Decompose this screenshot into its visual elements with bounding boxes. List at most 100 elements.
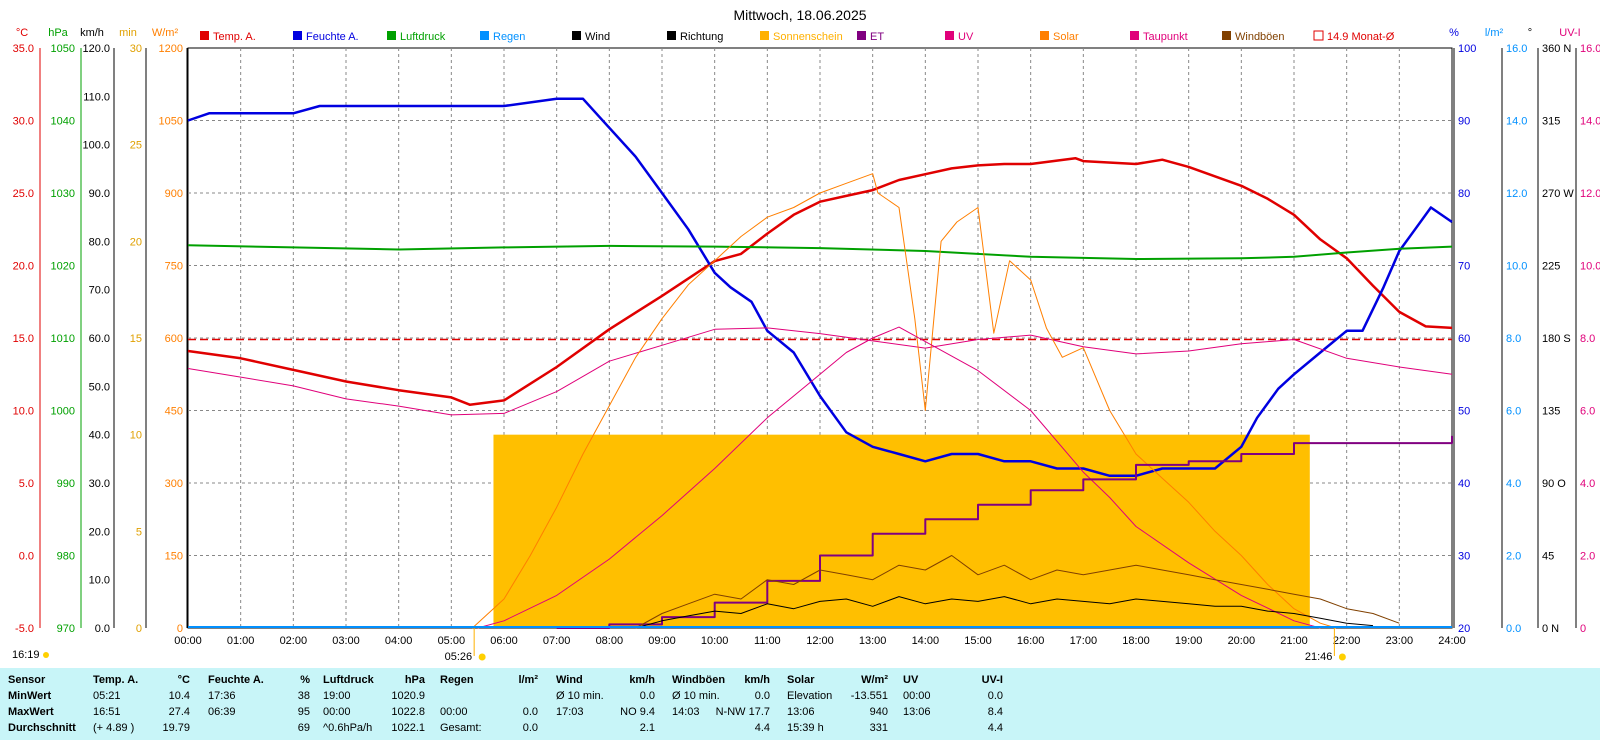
x-tick-label: 00:00 xyxy=(174,635,202,647)
y-tick-label-left: 50.0 xyxy=(89,381,110,393)
y-tick-label-right: 30 xyxy=(1458,551,1470,563)
sunrise-label: 05:26 xyxy=(445,651,473,663)
series-line xyxy=(477,326,1321,629)
y-tick-label-left: 1040 xyxy=(51,116,75,128)
series-line xyxy=(187,327,1453,416)
y-tick-label-right: 90 xyxy=(1458,116,1470,128)
axis-unit-left: °C xyxy=(16,27,28,39)
stats-cell: ^0.6hPa/h xyxy=(323,722,373,734)
stats-cell: 17:03 xyxy=(556,706,584,718)
x-tick-label: 18:00 xyxy=(1122,635,1150,647)
stats-cell: 2.1 xyxy=(639,722,655,734)
stats-cell: 0.0 xyxy=(522,722,538,734)
stats-header: UV xyxy=(903,674,919,686)
series-line xyxy=(187,97,1453,478)
stats-cell: 17:36 xyxy=(208,690,236,702)
stats-cell: 95 xyxy=(297,706,310,718)
legend-label: ET xyxy=(870,31,884,43)
y-tick-label-left: 1010 xyxy=(51,333,75,345)
chart-title: Mittwoch, 18.06.2025 xyxy=(733,7,866,23)
y-tick-label-left: 10.0 xyxy=(13,406,34,418)
x-tick-label: 24:00 xyxy=(1438,635,1466,647)
x-tick-label: 10:00 xyxy=(701,635,729,647)
axis-unit-left: W/m² xyxy=(152,27,179,39)
stats-cell: 19:00 xyxy=(323,690,351,702)
y-tick-label-right: 6.0 xyxy=(1506,406,1521,418)
y-tick-label-left: 1030 xyxy=(51,188,75,200)
y-tick-label-left: 750 xyxy=(165,261,183,273)
y-tick-label-right: 180 S xyxy=(1542,333,1571,345)
legend-label: Solar xyxy=(1053,31,1079,43)
legend-label: Feuchte A. xyxy=(306,31,359,43)
y-tick-label-right: 10.0 xyxy=(1506,261,1527,273)
legend-swatch xyxy=(200,31,209,40)
y-tick-label-left: 1050 xyxy=(51,43,75,55)
stats-cell: 15:39 h xyxy=(787,722,824,734)
legend-label: UV xyxy=(958,31,974,43)
y-tick-label-right: 14.0 xyxy=(1580,116,1600,128)
axis-unit-left: min xyxy=(119,27,137,39)
x-tick-label: 01:00 xyxy=(227,635,255,647)
stats-cell: 1022.8 xyxy=(391,706,425,718)
y-tick-label-left: 20.0 xyxy=(13,261,34,273)
x-tick-label: 11:00 xyxy=(754,635,781,647)
stats-cell: MinWert xyxy=(8,690,52,702)
stats-cell: 13:06 xyxy=(903,706,931,718)
stats-header: Solar xyxy=(787,674,815,686)
stats-cell: 00:00 xyxy=(903,690,931,702)
y-tick-label-right: 50 xyxy=(1458,406,1470,418)
stats-cell: 0.0 xyxy=(754,690,770,702)
sun-icon xyxy=(478,653,486,661)
x-tick-label: 14:00 xyxy=(912,635,940,647)
y-tick-label-left: 25 xyxy=(130,140,142,152)
y-tick-label-left: 150 xyxy=(165,551,183,563)
legend-label: Luftdruck xyxy=(400,31,446,43)
stats-header: hPa xyxy=(404,674,425,686)
legend-label: 14.9 Monat-Ø xyxy=(1327,31,1395,43)
stats-cell: Ø 10 min. xyxy=(556,690,604,702)
stats-cell: 19.79 xyxy=(162,722,190,734)
stats-cell: 4.4 xyxy=(987,722,1003,734)
stats-cell: N-NW 17.7 xyxy=(715,706,770,718)
y-tick-label-right: 270 W xyxy=(1542,188,1574,200)
stats-cell: 0.0 xyxy=(987,690,1003,702)
y-tick-label-right: 6.0 xyxy=(1580,406,1595,418)
y-tick-label-right: 4.0 xyxy=(1580,478,1595,490)
stats-header: Temp. A. xyxy=(93,674,139,686)
stats-cell: Ø 10 min. xyxy=(672,690,720,702)
stats-header: W/m² xyxy=(861,674,888,686)
axis-unit-right: l/m² xyxy=(1485,27,1504,39)
y-tick-label-right: 70 xyxy=(1458,261,1470,273)
axis-unit-right: UV-I xyxy=(1559,27,1580,39)
y-tick-label-left: 1200 xyxy=(159,43,183,55)
y-tick-label-left: 1050 xyxy=(159,116,183,128)
stats-header: Feuchte A. xyxy=(208,674,264,686)
series-line xyxy=(635,555,1400,629)
y-tick-label-right: 12.0 xyxy=(1506,188,1527,200)
sun-icon xyxy=(43,652,49,658)
legend-label: Richtung xyxy=(680,31,723,43)
stats-header: UV-I xyxy=(981,674,1003,686)
y-tick-label-right: 2.0 xyxy=(1580,551,1595,563)
y-tick-label-left: 300 xyxy=(165,478,183,490)
current-time-label: 16:19 xyxy=(12,649,40,661)
x-tick-label: 08:00 xyxy=(596,635,624,647)
x-tick-label: 09:00 xyxy=(648,635,676,647)
legend-swatch xyxy=(387,31,396,40)
y-tick-label-right: 60 xyxy=(1458,333,1470,345)
legend-swatch xyxy=(572,31,581,40)
legend-swatch xyxy=(293,31,302,40)
legend-swatch xyxy=(760,31,769,40)
y-tick-label-left: 1000 xyxy=(51,406,75,418)
statistics-table: Sensor Temp. A. °C Feuchte A.% Luftdruck hPa R… xyxy=(0,668,1600,740)
y-tick-label-right: 10.0 xyxy=(1580,261,1600,273)
stats-cell: 27.4 xyxy=(168,706,190,718)
stats-cell: 06:39 xyxy=(208,706,236,718)
stats-header: Luftdruck xyxy=(323,674,374,686)
y-tick-label-right: 135 xyxy=(1542,406,1560,418)
series-line xyxy=(187,244,1453,260)
y-tick-label-left: 1020 xyxy=(51,261,75,273)
y-tick-label-left: 30 xyxy=(130,43,142,55)
x-tick-label: 13:00 xyxy=(859,635,887,647)
y-tick-label-left: 100.0 xyxy=(82,140,110,152)
